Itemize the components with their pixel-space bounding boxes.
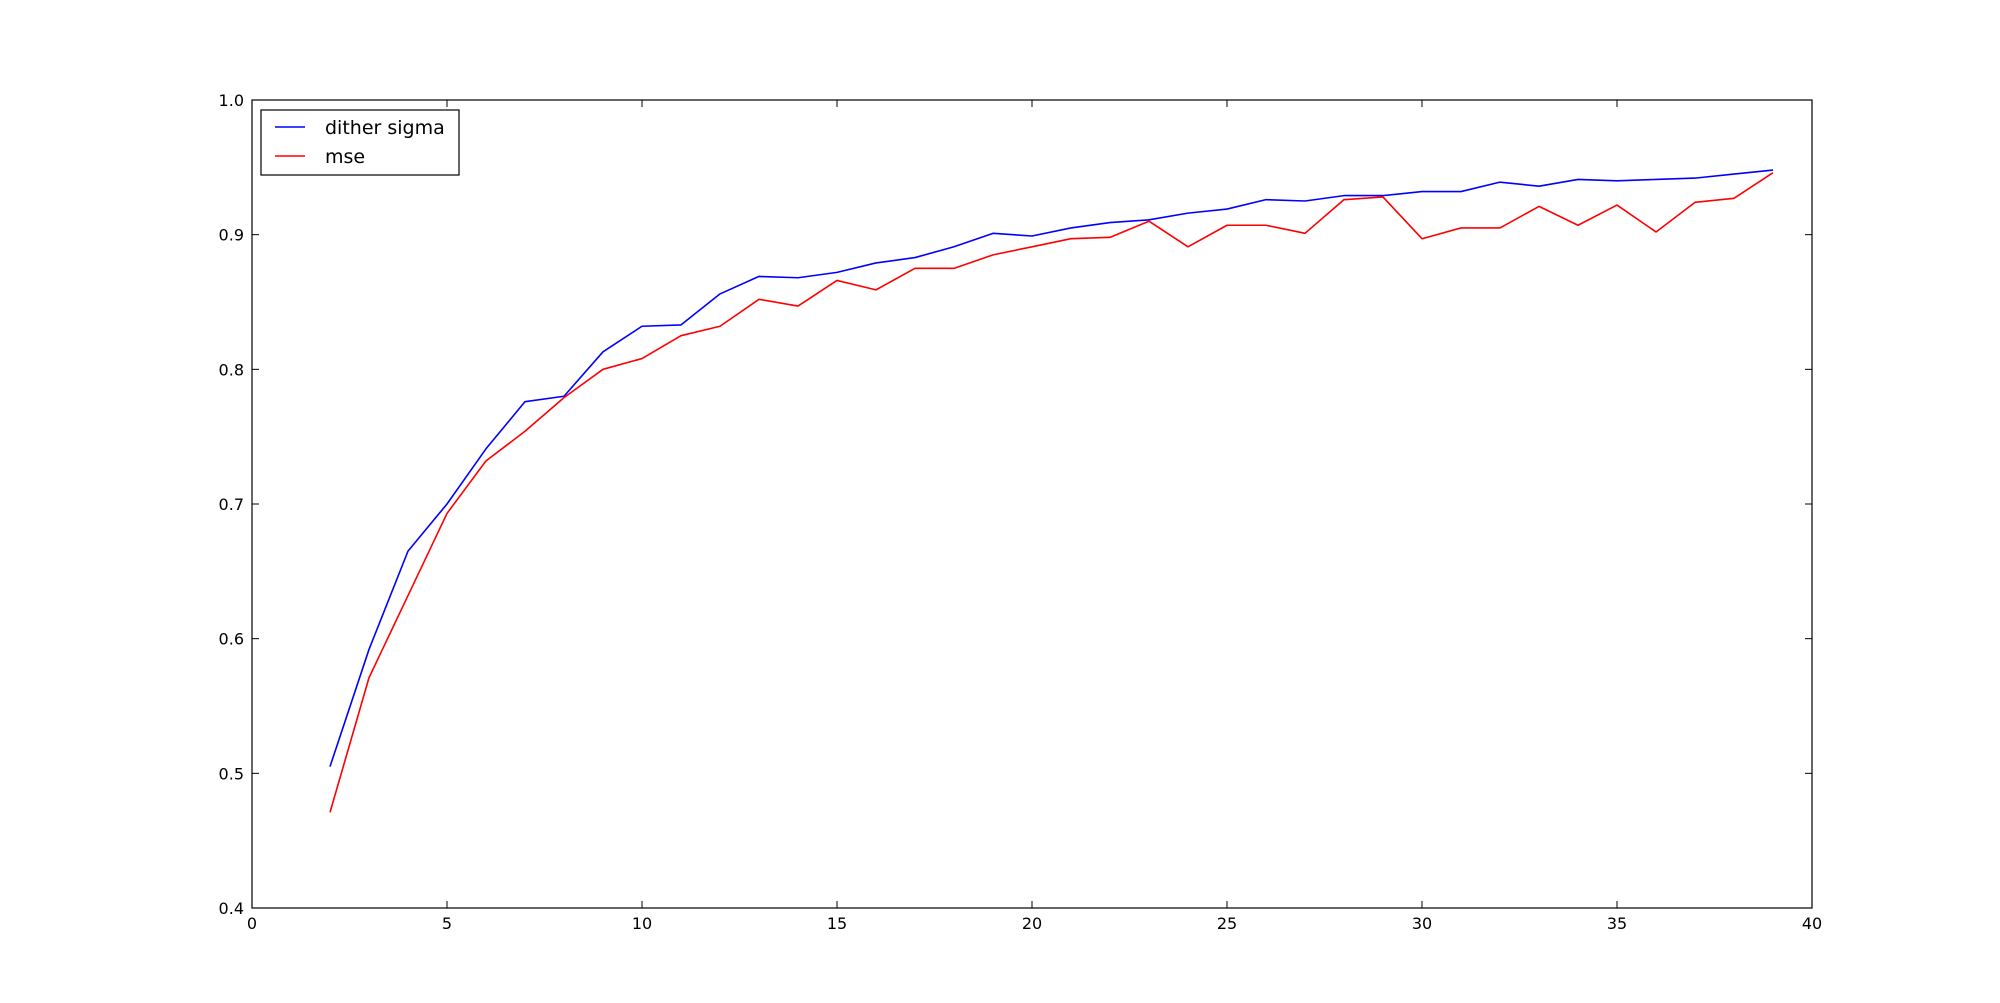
series-layer <box>329 169 1774 813</box>
x-tick-label: 10 <box>632 914 652 933</box>
x-tick-label: 40 <box>1802 914 1822 933</box>
x-tick-label: 20 <box>1022 914 1042 933</box>
x-tick-label: 5 <box>442 914 452 933</box>
legend-box <box>260 109 460 176</box>
y-tick-label: 1.0 <box>219 91 244 110</box>
legend: dither sigma mse <box>260 109 460 176</box>
y-tick-label: 0.8 <box>219 360 244 379</box>
y-tick-label: 0.9 <box>219 226 244 245</box>
x-tick-label: 30 <box>1412 914 1432 933</box>
series-line-mse <box>329 172 1774 813</box>
y-tick-label: 0.5 <box>219 764 244 783</box>
y-tick-label: 0.4 <box>219 899 244 918</box>
y-tick-label: 0.7 <box>219 495 244 514</box>
x-tick-label: 25 <box>1217 914 1237 933</box>
legend-label-dither-sigma: dither sigma <box>325 117 445 139</box>
axis-ticks: 0 5 10 15 20 25 30 35 40 0.4 0.5 0.6 0.7 0.8 0.9 1.0 <box>219 91 1823 933</box>
series-line-dither-sigma <box>329 169 1774 767</box>
legend-label-mse: mse <box>325 146 365 168</box>
y-tick-label: 0.6 <box>219 630 244 649</box>
x-tick-label: 35 <box>1607 914 1627 933</box>
x-tick-label: 15 <box>827 914 847 933</box>
x-tick-label: 0 <box>247 914 257 933</box>
